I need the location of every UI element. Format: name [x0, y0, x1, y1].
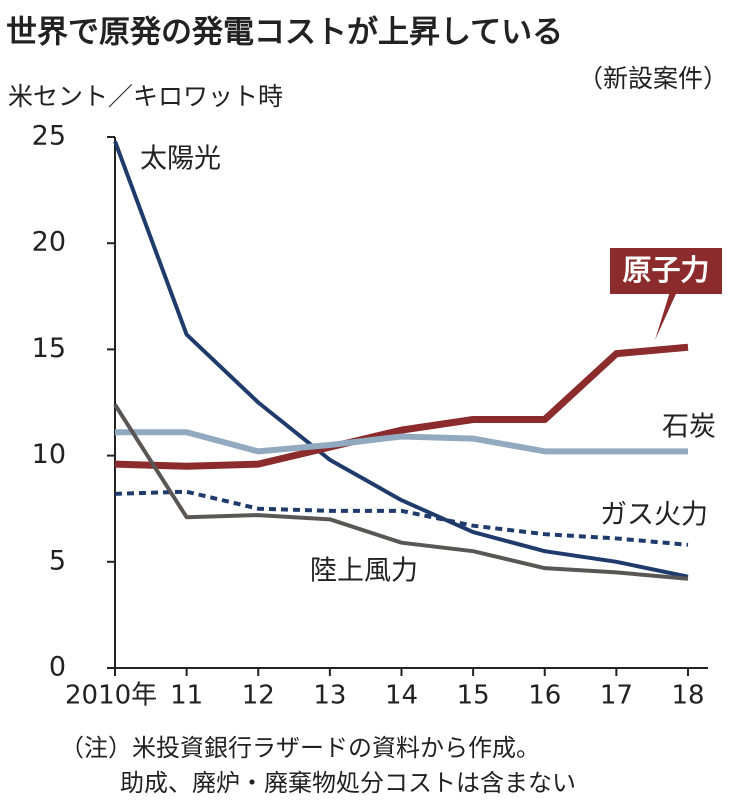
series-line	[115, 429, 688, 455]
y-tick-label: 10	[32, 439, 66, 470]
series-label: 石炭	[662, 412, 716, 443]
y-axis-label: 米セント／キロワット時	[8, 82, 283, 111]
y-tick-label: 20	[32, 227, 66, 258]
series-label: 原子力	[622, 253, 709, 287]
x-tick-label: 14	[385, 681, 418, 711]
series-label: ガス火力	[600, 500, 708, 531]
series-line	[114, 343, 689, 470]
y-tick-label: 25	[32, 121, 66, 152]
x-tick-label: 15	[457, 681, 490, 711]
series-line	[113, 140, 689, 579]
chart-title: 世界で原発の発電コストが上昇している	[6, 15, 563, 51]
series-label: 陸上風力	[310, 556, 418, 587]
x-tick-label: 13	[313, 681, 346, 711]
note: 助成、廃炉・廃棄物処分コストは含まない	[120, 769, 576, 797]
series-label: 太陽光	[140, 144, 221, 175]
y-tick-label: 15	[32, 333, 66, 364]
x-tick-label: 17	[600, 681, 633, 711]
x-tick-label: 2010年	[65, 681, 157, 711]
chart-subtitle: （新設案件）	[578, 64, 728, 93]
series-line	[113, 403, 689, 581]
label-pointer	[655, 285, 680, 340]
series-line	[114, 489, 689, 547]
x-tick-label: 11	[170, 681, 203, 711]
x-tick-label: 18	[671, 681, 704, 711]
note: （注）米投資銀行ラザードの資料から作成。	[60, 734, 540, 762]
x-tick-label: 16	[528, 681, 561, 711]
y-tick-label: 5	[49, 545, 66, 576]
x-tick-label: 12	[242, 681, 275, 711]
label-box	[610, 248, 722, 294]
y-tick-label: 0	[49, 652, 66, 683]
